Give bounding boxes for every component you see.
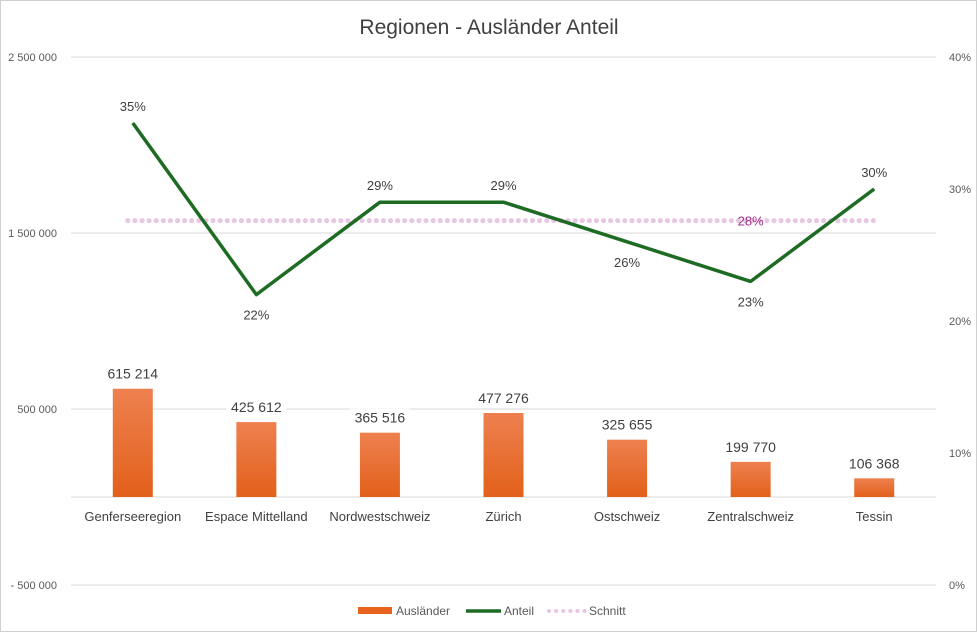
bar-data-label: 425 612 (231, 399, 282, 415)
line-data-label: 26% (614, 255, 640, 270)
right-axis-tick-label: 40% (949, 52, 971, 64)
bar-data-label: 325 655 (602, 417, 653, 433)
left-axis-tick-label: - 500 000 (11, 580, 57, 592)
category-label: Zürich (485, 509, 521, 524)
bar-data-label: 199 770 (725, 439, 776, 455)
bar-tessin (854, 478, 894, 497)
legend-label: Anteil (504, 604, 534, 618)
legend-label: Ausländer (396, 604, 450, 618)
right-axis-tick-label: 0% (949, 580, 965, 592)
legend-swatch-auslaender (358, 607, 392, 614)
right-axis-tick-label: 10% (949, 448, 971, 460)
category-label: Zentralschweiz (707, 509, 794, 524)
category-label: Genferseeregion (84, 509, 181, 524)
left-axis-tick-label: 500 000 (17, 404, 57, 416)
line-data-label: 35% (120, 99, 146, 114)
line-data-label: 22% (243, 308, 269, 323)
chart-title: Regionen - Ausländer Anteil (359, 16, 618, 39)
line-data-label: 29% (367, 178, 393, 193)
bar-zentralschweiz (731, 462, 771, 497)
right-axis-tick-label: 20% (949, 316, 971, 328)
legend-label: Schnitt (589, 604, 626, 618)
category-label: Nordwestschweiz (329, 509, 430, 524)
left-axis-tick-label: 1 500 000 (8, 228, 57, 240)
left-axis-tick-label: 2 500 000 (8, 52, 57, 64)
anteil-line (133, 123, 874, 295)
line-data-label: 23% (738, 294, 764, 309)
bar-data-label: 365 516 (355, 410, 406, 426)
bar-data-label: 615 214 (107, 366, 158, 382)
bar-data-label: 106 368 (849, 455, 900, 471)
right-axis-tick-label: 30% (949, 184, 971, 196)
bar-data-label: 477 276 (478, 390, 529, 406)
bar-nordwestschweiz (360, 433, 400, 497)
category-label: Tessin (856, 509, 893, 524)
category-label: Espace Mittelland (205, 509, 308, 524)
bar-zürich (484, 413, 524, 497)
bar-espace-mittelland (236, 422, 276, 497)
bar-ostschweiz (607, 440, 647, 497)
average-data-label: 28% (738, 214, 764, 229)
line-data-label: 29% (490, 178, 516, 193)
bar-genferseeregion (113, 389, 153, 497)
legend: Ausländer Anteil Schnitt (358, 604, 626, 618)
category-label: Ostschweiz (594, 509, 660, 524)
line-data-label: 30% (861, 165, 887, 180)
